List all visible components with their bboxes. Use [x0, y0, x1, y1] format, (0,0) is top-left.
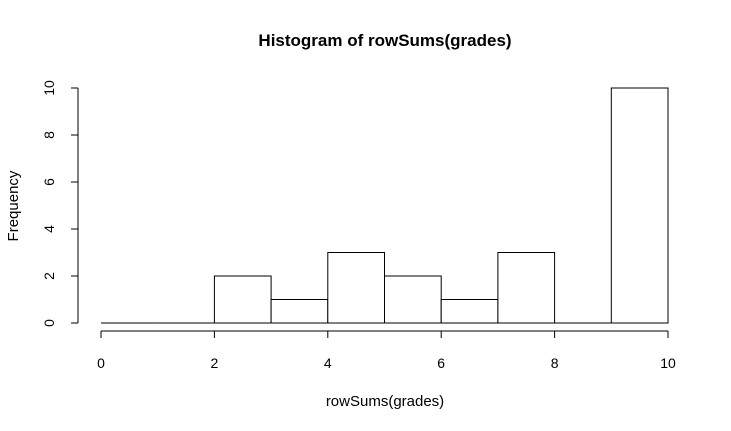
histogram-bar-7: [497, 252, 556, 324]
x-tick-label: 4: [324, 355, 332, 371]
y-axis: 0 2 4 6 8 10: [41, 80, 79, 327]
histogram-bar-9: [610, 87, 669, 324]
x-tick-label: 8: [551, 355, 559, 371]
histogram-bar-5: [384, 275, 442, 324]
x-axis: 0 2 4 6 8 10: [97, 330, 676, 371]
x-tick-label: 0: [97, 355, 105, 371]
y-tick-label: 0: [41, 319, 57, 327]
histogram-bar-6: [440, 299, 499, 324]
y-tick-label: 2: [41, 272, 57, 280]
chart-title: Histogram of rowSums(grades): [258, 31, 511, 50]
histogram-bar-4: [327, 252, 385, 324]
y-tick-label: 10: [41, 80, 57, 96]
y-tick-label: 6: [41, 178, 57, 186]
x-axis-label: rowSums(grades): [326, 393, 444, 410]
y-axis-label: Frequency: [5, 170, 22, 241]
histogram-bar-2: [213, 275, 272, 324]
bars-group: [101, 87, 669, 324]
histogram-bar-3: [270, 299, 329, 324]
x-tick-label: 10: [660, 355, 676, 371]
y-tick-label: 8: [41, 131, 57, 139]
x-tick-label: 6: [437, 355, 445, 371]
x-tick-label: 2: [211, 355, 219, 371]
y-tick-label: 4: [41, 225, 57, 233]
